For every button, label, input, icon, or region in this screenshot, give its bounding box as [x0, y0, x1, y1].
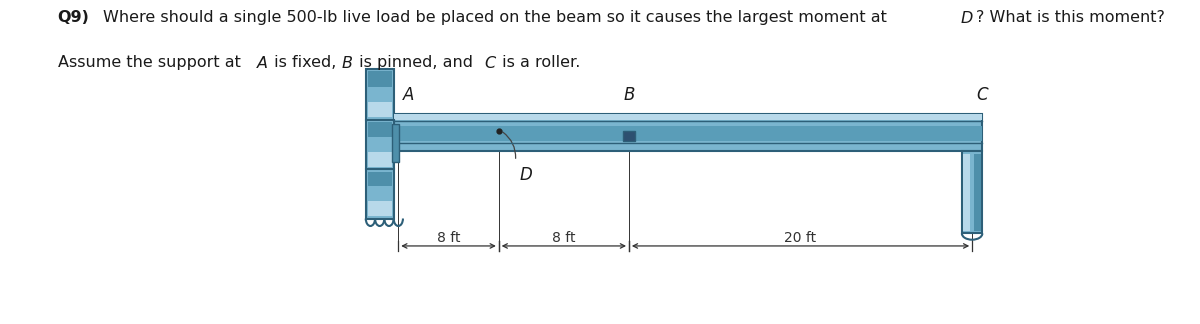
- Bar: [623, 131, 635, 141]
- Text: $A$: $A$: [256, 55, 269, 71]
- Bar: [367, 71, 391, 87]
- Bar: [367, 172, 391, 186]
- Text: is pinned, and: is pinned, and: [354, 55, 478, 70]
- Bar: [367, 201, 391, 216]
- Text: $C$: $C$: [976, 86, 989, 104]
- Bar: [394, 114, 983, 151]
- Text: $B$: $B$: [341, 55, 353, 71]
- Text: is fixed,: is fixed,: [269, 55, 341, 70]
- Bar: [962, 154, 970, 231]
- Bar: [366, 69, 394, 218]
- Text: 20 ft: 20 ft: [785, 231, 816, 245]
- Bar: [391, 124, 400, 162]
- Text: Assume the support at: Assume the support at: [58, 55, 246, 70]
- Text: $D$: $D$: [520, 166, 533, 184]
- Text: 8 ft: 8 ft: [552, 231, 576, 245]
- Text: $B$: $B$: [623, 86, 636, 104]
- Text: Where should a single 500-lb live load be placed on the beam so it causes the la: Where should a single 500-lb live load b…: [103, 10, 893, 25]
- Bar: [367, 102, 391, 117]
- Text: Q9): Q9): [58, 10, 90, 25]
- Bar: [394, 114, 983, 121]
- Bar: [367, 122, 391, 137]
- Text: ? What is this moment?: ? What is this moment?: [976, 10, 1164, 25]
- Text: $C$: $C$: [484, 55, 497, 71]
- Bar: [962, 151, 983, 234]
- Bar: [394, 126, 983, 141]
- Text: is a roller.: is a roller.: [497, 55, 580, 70]
- Bar: [974, 154, 982, 231]
- Text: $D$: $D$: [960, 10, 973, 26]
- Text: $A$: $A$: [402, 86, 415, 104]
- Bar: [367, 152, 391, 167]
- Text: 8 ft: 8 ft: [437, 231, 461, 245]
